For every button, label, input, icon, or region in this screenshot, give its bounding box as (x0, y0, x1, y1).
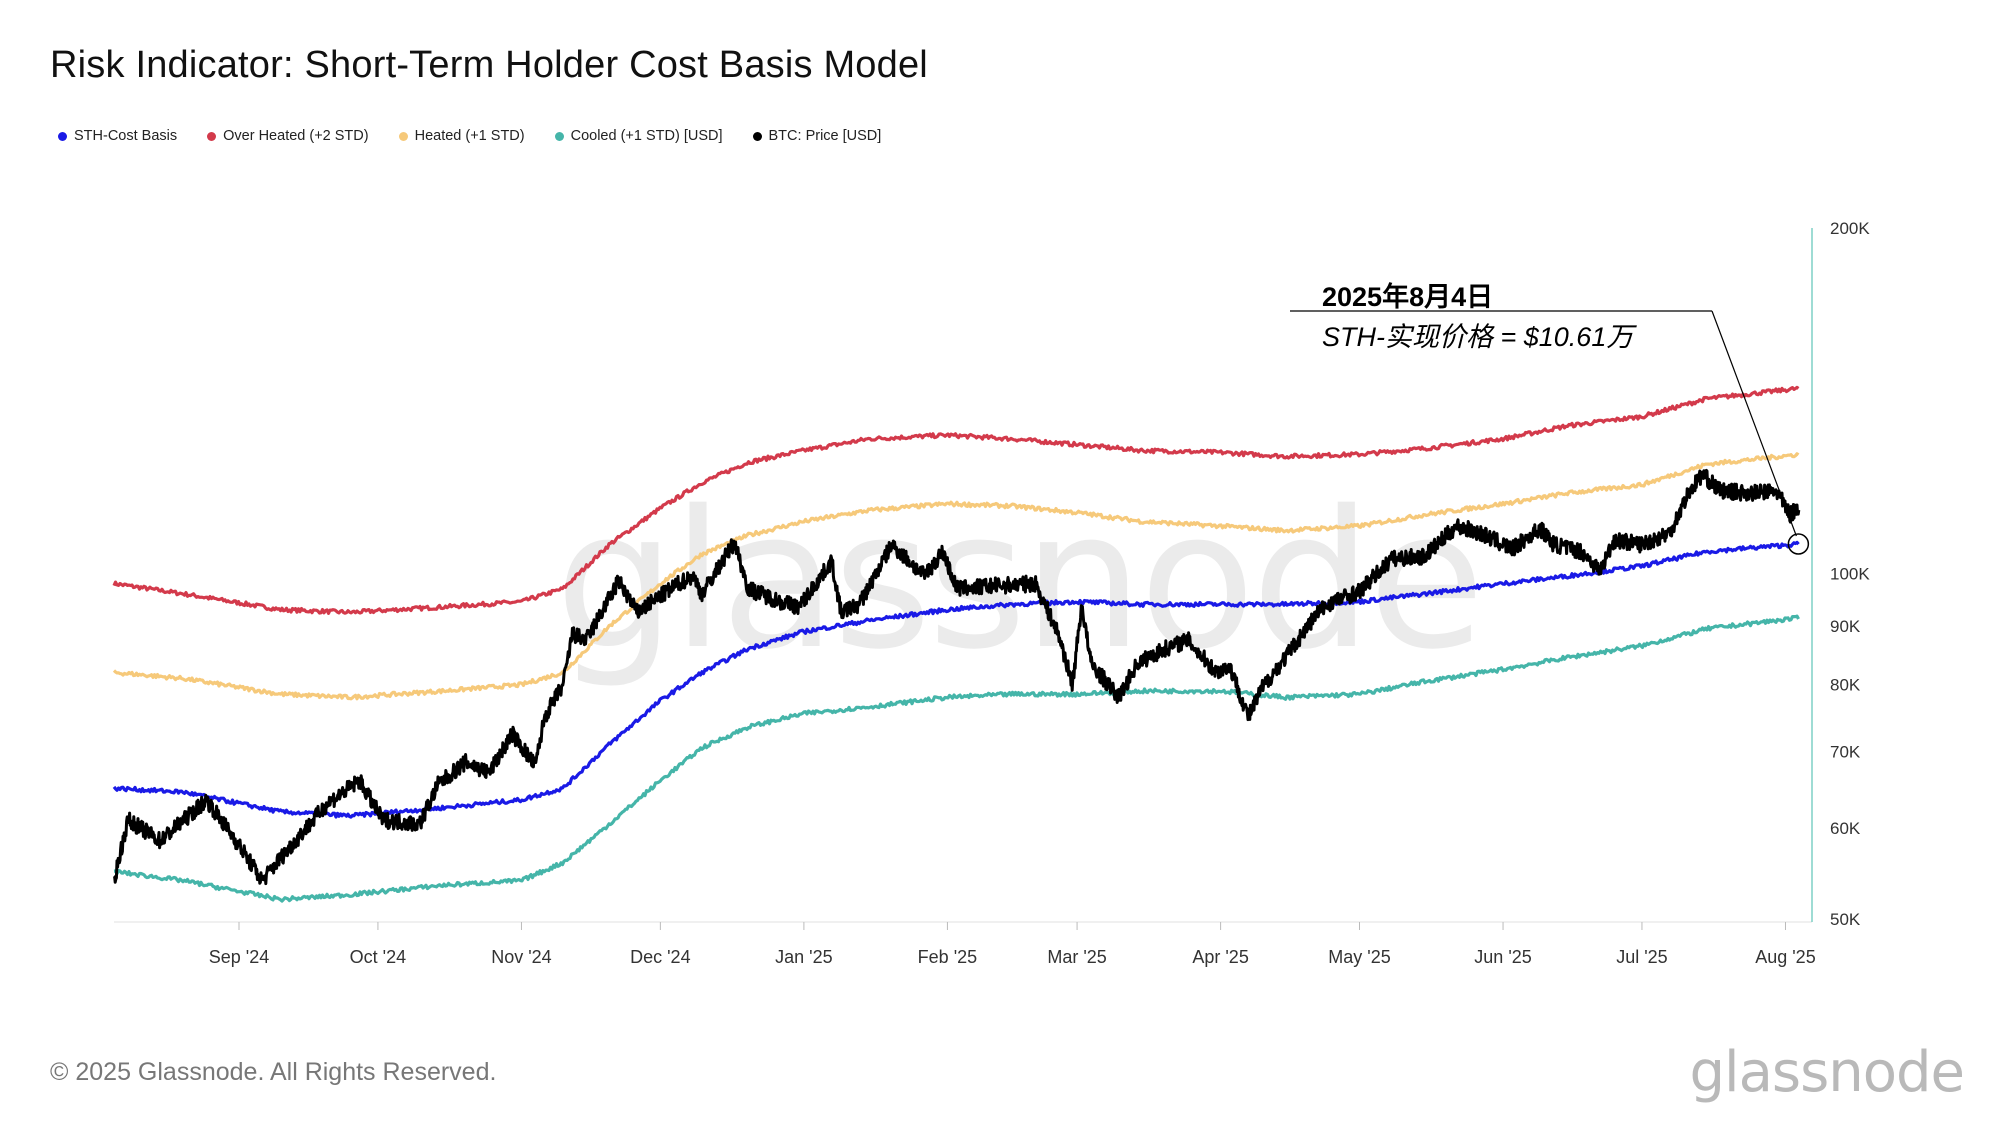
x-tick-label: Jul '25 (1616, 947, 1667, 967)
series-line-over-heated-2-std (112, 385, 1800, 615)
y-tick-label: 60K (1830, 819, 1861, 838)
x-tick-label: Oct '24 (350, 947, 406, 967)
highlight-marker (1787, 533, 1810, 555)
legend-dot (554, 131, 564, 141)
legend-item-btc-price[interactable]: BTC: Price [USD] (752, 128, 882, 144)
x-tick-label: Aug '25 (1755, 947, 1816, 967)
legend: STH-Cost Basis Over Heated (+2 STD) Heat… (58, 128, 911, 144)
legend-label: Cooled (+1 STD) [USD] (570, 128, 723, 144)
legend-dot (58, 131, 67, 141)
annotation-date: 2025年8月4日 (1322, 282, 1494, 312)
chart-title: Risk Indicator: Short-Term Holder Cost B… (50, 44, 928, 86)
y-tick-label: 80K (1830, 676, 1861, 695)
x-tick-label: Mar '25 (1047, 947, 1106, 967)
x-tick-label: Dec '24 (630, 947, 690, 967)
x-tick-label: May '25 (1328, 947, 1390, 967)
legend-label: BTC: Price [USD] (768, 128, 882, 144)
legend-label: STH-Cost Basis (74, 128, 178, 144)
legend-label: Over Heated (+2 STD) (223, 128, 369, 144)
series-line-sth-cost-basis (112, 540, 1800, 819)
x-tick-label: Jun '25 (1474, 947, 1531, 967)
x-tick-label: Apr '25 (1192, 947, 1248, 967)
legend-item-sth-cost-basis[interactable]: STH-Cost Basis (58, 128, 177, 144)
x-tick-label: Feb '25 (918, 947, 977, 967)
legend-dot (752, 131, 762, 141)
x-tick-label: Jan '25 (775, 947, 832, 967)
annotation-leader-line (1711, 310, 1797, 537)
annotation-value: STH-实现价格 = $10.61万 (1322, 322, 1634, 352)
legend-label: Heated (+1 STD) (414, 128, 525, 144)
legend-item-cooled[interactable]: Cooled (+1 STD) [USD] (554, 128, 723, 144)
legend-dot (207, 131, 217, 141)
y-tick-label: 50K (1830, 910, 1861, 929)
y-tick-label: 70K (1830, 742, 1861, 761)
legend-item-heated[interactable]: Heated (+1 STD) (398, 128, 525, 144)
glassnode-logo: glassnode (1689, 1040, 1965, 1105)
series-line-btc-price-usd (113, 468, 1801, 886)
y-tick-label: 200K (1830, 219, 1870, 238)
x-tick-label: Sep '24 (209, 947, 270, 967)
legend-item-over-heated[interactable]: Over Heated (+2 STD) (207, 128, 369, 144)
y-tick-label: 90K (1830, 617, 1861, 636)
series-line-cooled-1-std-usd (113, 614, 1800, 903)
y-tick-label: 100K (1830, 565, 1870, 584)
x-tick-label: Nov '24 (491, 947, 551, 967)
series-line-heated-1-std (112, 452, 1800, 701)
legend-dot (398, 131, 408, 141)
copyright-footer: © 2025 Glassnode. All Rights Reserved. (50, 1058, 497, 1086)
